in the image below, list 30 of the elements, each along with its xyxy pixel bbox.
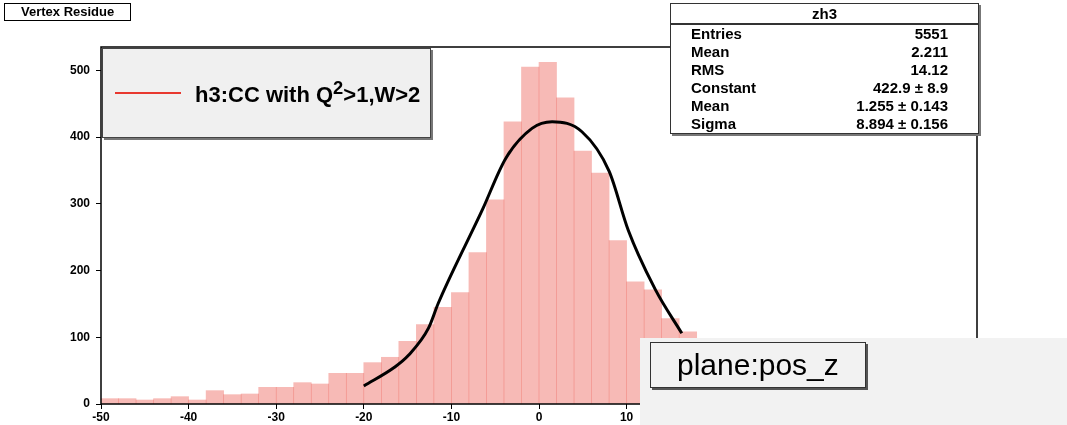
annotation: Sigma: [691, 115, 737, 133]
x-tick-label: -20: [355, 409, 373, 424]
annotation: 1.255 ± 0.143: [856, 97, 948, 115]
x-tick-label: 0: [535, 409, 543, 424]
annotation: 8.894 ± 0.156: [856, 115, 948, 133]
y-tick-label: 200: [69, 262, 91, 277]
x-tick-label: -30: [267, 409, 286, 424]
annotation: Constant: [691, 79, 756, 97]
annotation: 14.12: [910, 61, 948, 79]
x-tick-label: -40: [179, 409, 198, 424]
x-tick-label: -50: [92, 409, 110, 424]
annotation: Mean: [691, 43, 730, 61]
legend-label: h3:CC with Q$^{2}$>1,W>2: [195, 77, 421, 109]
y-tick-label: 0: [83, 396, 91, 411]
window-panel: plane:pos_z: [640, 338, 1067, 425]
annotation: plane:pos_z: [650, 342, 866, 388]
text: Entries: [691, 25, 742, 42]
text: 5551: [914, 25, 948, 42]
annotation: RMS: [691, 61, 725, 79]
annotation: 2.211: [911, 43, 948, 61]
annotation: Mean: [691, 97, 730, 115]
chart-title: Vertex Residue: [4, 3, 132, 21]
x-tick-label: -10: [442, 409, 461, 424]
annotation: 422.9 ± 8.9: [873, 79, 948, 97]
y-tick-label: 300: [69, 196, 91, 211]
x-tick-label: 10: [619, 409, 634, 424]
y-tick-label: 100: [69, 329, 91, 344]
y-tick-label: 500: [69, 62, 91, 77]
text: zh3: [811, 5, 837, 22]
y-tick-label: 400: [69, 129, 91, 144]
